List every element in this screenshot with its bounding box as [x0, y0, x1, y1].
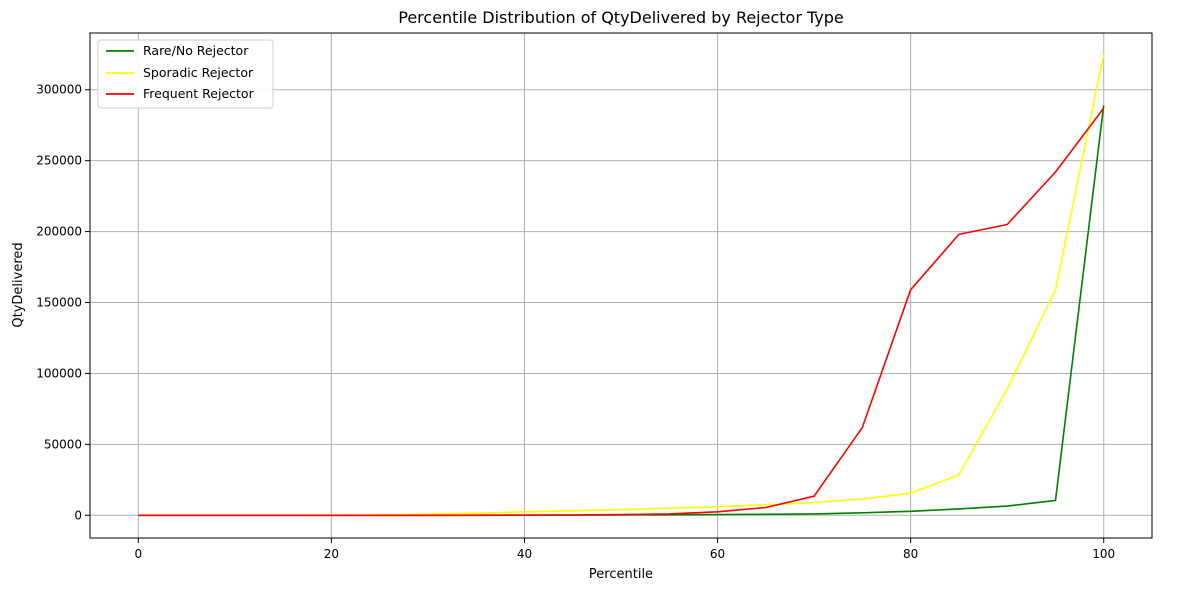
- tick-layer: 0 20 40 60 80 100 0 50000 100000 150000 200000 2500…: [36, 83, 1115, 561]
- x-tick-label: 0: [134, 547, 142, 561]
- legend-label-rare: Rare/No Rejector: [143, 43, 249, 58]
- legend-label-sporadic: Sporadic Rejector: [143, 65, 254, 80]
- x-tick-label: 20: [324, 547, 339, 561]
- grid-layer: [90, 33, 1152, 538]
- plot-frame: [89, 32, 1153, 539]
- legend-label-frequent: Frequent Rejector: [143, 86, 255, 101]
- legend: Rare/No Rejector Sporadic Rejector Frequ…: [97, 39, 274, 109]
- x-tick-label: 60: [710, 547, 725, 561]
- x-tick-label: 40: [517, 547, 532, 561]
- y-tick-label: 300000: [36, 83, 82, 97]
- legend-box: [97, 39, 274, 109]
- x-tick-label: 80: [903, 547, 918, 561]
- series-layer: [138, 54, 1105, 517]
- y-axis-label: QtyDelivered: [11, 242, 26, 327]
- y-tick-label: 200000: [36, 225, 82, 239]
- y-tick-label: 250000: [36, 154, 82, 168]
- y-tick-label: 100000: [36, 366, 82, 380]
- x-axis-label: Percentile: [589, 567, 653, 582]
- y-tick-label: 0: [74, 508, 82, 522]
- y-tick-label: 50000: [44, 437, 82, 451]
- series-line-rare-no-rejector: [138, 105, 1105, 517]
- series-line-sporadic-rejector: [138, 54, 1105, 517]
- chart-title: Percentile Distribution of QtyDelivered …: [398, 8, 844, 27]
- series-line-frequent-rejector: [138, 107, 1105, 517]
- y-tick-label: 150000: [36, 296, 82, 310]
- x-tick-label: 100: [1092, 547, 1115, 561]
